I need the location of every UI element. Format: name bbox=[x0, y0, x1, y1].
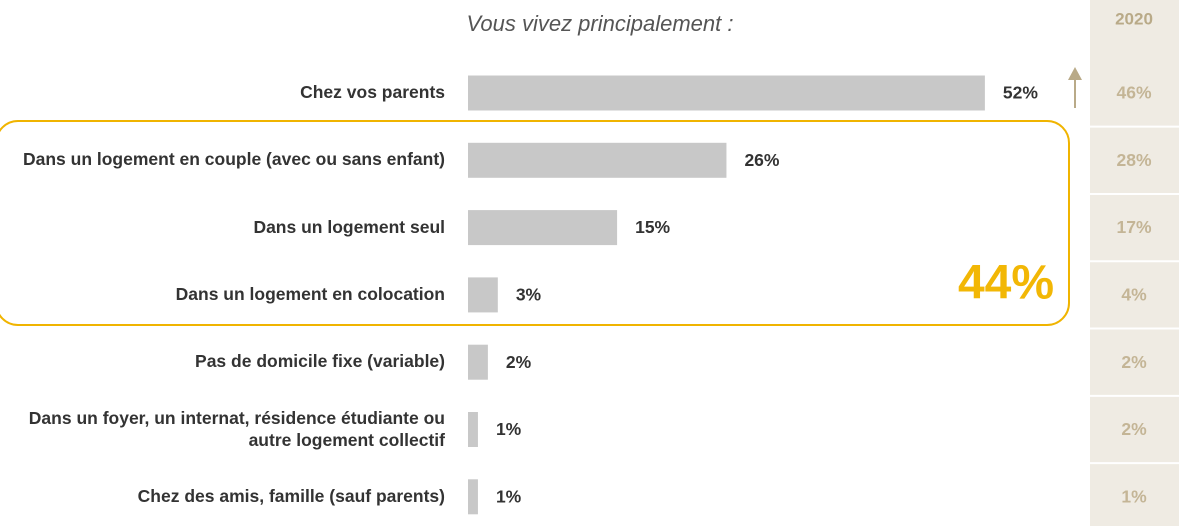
category-label: Dans un foyer, un internat, résidence ét… bbox=[5, 400, 445, 460]
value-label: 1% bbox=[496, 486, 522, 506]
value-label: 2% bbox=[506, 352, 532, 372]
page: {"chart_data": { "type": "bar", "title":… bbox=[0, 0, 1179, 526]
comparison-label: 4% bbox=[1121, 285, 1147, 305]
comparison-label: 28% bbox=[1116, 150, 1151, 170]
chart: Vous vivez principalement : 2020 44% Che… bbox=[0, 0, 1179, 526]
comparison-title: 2020 bbox=[1115, 9, 1153, 28]
category-label-box: Dans un logement seul bbox=[5, 198, 447, 258]
bar bbox=[468, 479, 478, 514]
comparison-label: 1% bbox=[1121, 486, 1147, 506]
value-label: 26% bbox=[744, 150, 779, 170]
category-label-box: Dans un logement en couple (avec ou sans… bbox=[5, 130, 447, 190]
category-label-box: Chez vos parents bbox=[5, 63, 447, 123]
category-label: Dans un logement en colocation bbox=[5, 265, 445, 325]
value-label: 1% bbox=[496, 419, 522, 439]
bar bbox=[468, 210, 617, 245]
bar bbox=[468, 277, 498, 312]
category-label: Chez des amis, famille (sauf parents) bbox=[5, 467, 445, 526]
category-label-box: Dans un logement en colocation bbox=[5, 265, 447, 325]
value-label: 15% bbox=[635, 217, 670, 237]
comparison-label: 46% bbox=[1116, 83, 1151, 103]
bar bbox=[468, 412, 478, 447]
category-label: Dans un logement en couple (avec ou sans… bbox=[5, 130, 445, 190]
annotation: 44% bbox=[958, 257, 1054, 310]
comparison-label: 2% bbox=[1121, 352, 1147, 372]
arrow-head bbox=[1068, 67, 1082, 80]
bar bbox=[468, 76, 985, 111]
category-label-box: Chez des amis, famille (sauf parents) bbox=[5, 467, 447, 526]
category-label-box: Pas de domicile fixe (variable) bbox=[5, 332, 447, 392]
bar bbox=[468, 143, 726, 178]
value-label: 52% bbox=[1003, 83, 1038, 103]
bar bbox=[468, 345, 488, 380]
chart-title: Vous vivez principalement : bbox=[467, 11, 734, 36]
trend-arrow bbox=[1068, 67, 1082, 108]
comparison-label: 2% bbox=[1121, 419, 1147, 439]
comparison-column bbox=[1090, 0, 1179, 526]
comparison-label: 17% bbox=[1116, 217, 1151, 237]
category-label: Dans un logement seul bbox=[5, 198, 445, 258]
category-label-box: Dans un foyer, un internat, résidence ét… bbox=[5, 400, 447, 460]
category-label: Chez vos parents bbox=[5, 63, 445, 123]
category-label: Pas de domicile fixe (variable) bbox=[5, 332, 445, 392]
value-label: 3% bbox=[516, 285, 542, 305]
